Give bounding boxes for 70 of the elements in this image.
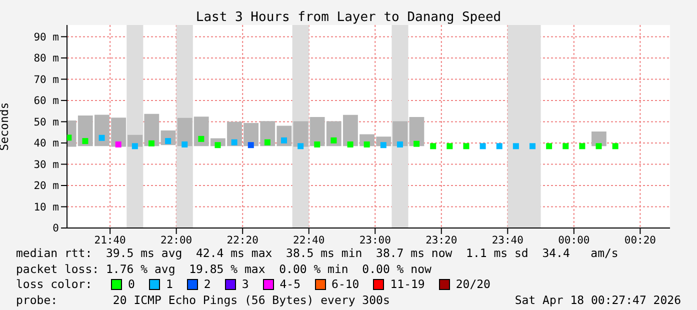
legend-label: 2 [202,277,211,292]
point [281,137,288,144]
point [115,141,122,148]
text: Sat Apr 18 00:27:47 2026 [514,292,681,308]
point [414,140,420,147]
legend-label: 4-5 [278,277,301,292]
point [546,143,552,150]
point [496,143,502,150]
point [132,143,138,150]
point [612,143,618,150]
point [82,138,88,144]
x-tick-label: 00:20 [624,234,656,246]
point [98,134,105,141]
point [198,136,204,142]
point [148,140,154,146]
legend-title: loss color: [16,277,94,292]
x-tick-label: 23:40 [492,234,524,246]
y-tick-label: 30 m [34,158,59,171]
legend-label: 0 [127,277,135,292]
legend-label: 1 [164,277,173,292]
point [314,141,320,148]
text: median rtt: 39.5 ms avg 42.4 ms max 38.5 ms min 38.7 ms now 1.1 ms sd 34.4 am/s [16,246,620,262]
point [248,142,254,148]
y-tick-label: 70 m [34,74,59,86]
point [67,134,72,141]
y-tick-label: 60 m [34,95,59,108]
legend-label: 6-10 [330,277,360,292]
x-tick-label: 00:00 [558,234,590,246]
x-tick-label: 22:00 [160,234,192,246]
x-tick-label: 23:20 [426,234,458,246]
y-tick-label: 50 m [34,116,59,128]
point [165,138,172,144]
y-tick-label: 10 m [34,201,59,214]
text: packet loss: 1.76 % avg 19.85 % max 0.00 % min 0.00 % now [16,262,432,277]
y-tick-label: 90 m [34,31,59,44]
point [182,141,188,148]
x-tick-label: 22:20 [226,234,258,246]
text: probe: 20 ICMP Echo Pings (56 Bytes) every 300s [16,292,390,308]
point [579,143,586,150]
point [380,142,386,148]
point [330,137,337,144]
point [446,143,453,150]
x-tick-label: 23:00 [359,234,391,246]
point [480,143,486,150]
point [530,143,536,150]
point [562,143,569,150]
point [396,141,403,148]
point [364,141,370,148]
point [512,143,519,150]
y-tick-label: 0 [52,222,59,235]
x-tick-label: 22:40 [293,234,325,246]
point [264,139,270,146]
legend-label: 11-19 [389,277,425,292]
y-tick-label: 80 m [34,52,59,65]
legend-label: 20/20 [454,277,490,292]
point [430,143,436,150]
point [231,139,238,146]
chart-title: Last 3 Hours from Layer to Danang Speed [194,10,502,25]
point [463,143,470,150]
x-tick-label: 21:40 [94,234,126,246]
point [298,143,304,150]
bar [591,131,606,146]
point [347,141,354,148]
bar [409,117,424,146]
y-tick-label: 40 m [34,138,59,150]
bar [293,121,308,147]
point [596,143,602,150]
bar [177,118,192,146]
y-tick-label: 20 m [34,180,59,192]
legend-label: 3 [240,277,249,292]
